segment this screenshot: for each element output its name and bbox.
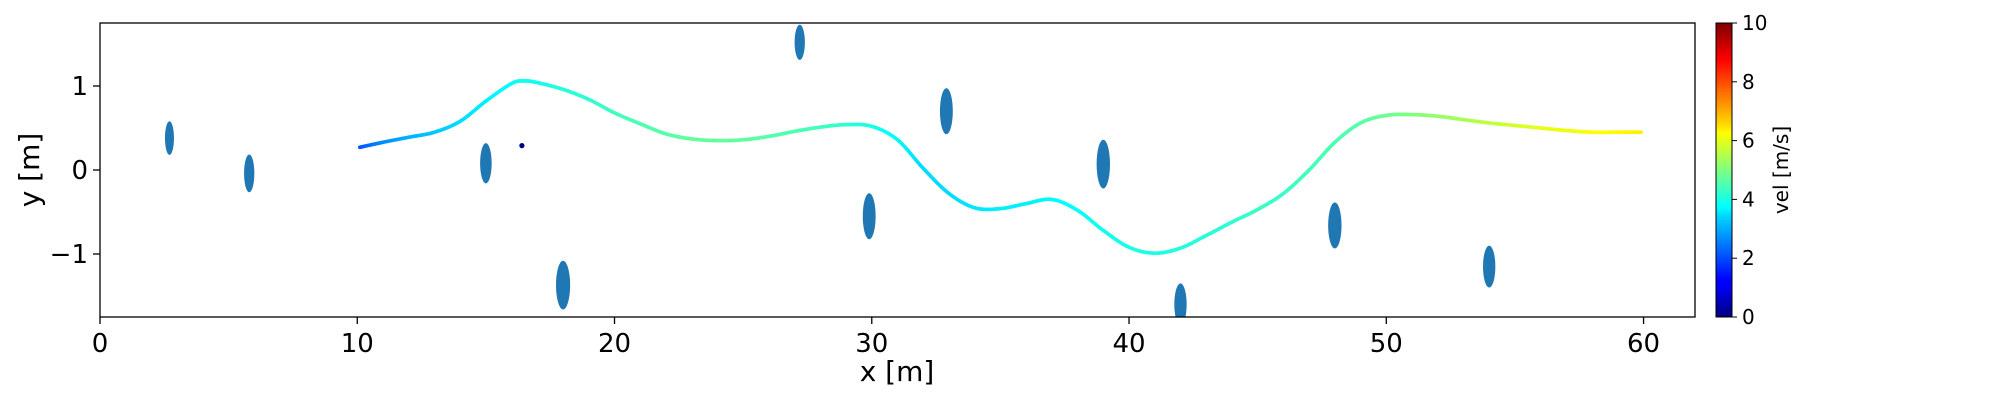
obstacle	[794, 24, 805, 60]
obstacle	[164, 121, 174, 155]
colorbar-tick-label: 0	[1742, 305, 1755, 329]
y-axis-ticks: −1 0 1	[50, 72, 100, 270]
x-tick-label: 30	[855, 329, 888, 359]
x-tick-label: 60	[1627, 329, 1660, 359]
colorbar-tick-label: 4	[1742, 187, 1755, 211]
obstacle	[1096, 139, 1110, 189]
x-axis-label: x [m]	[860, 355, 935, 388]
obstacle	[244, 154, 255, 193]
obstacle	[1328, 202, 1342, 249]
plot-area	[164, 24, 1643, 317]
colorbar-gradient	[1715, 22, 1733, 318]
x-tick-label: 0	[92, 329, 109, 359]
obstacle	[480, 143, 492, 184]
colorbar-tick-label: 2	[1742, 246, 1755, 270]
x-axis-ticks: 0 10 20 30 40 50 60	[92, 317, 1660, 359]
colorbar-label: vel [m/s]	[1769, 126, 1793, 214]
obstacle	[1483, 245, 1496, 288]
obstacle	[939, 88, 953, 135]
obstacle	[1174, 283, 1187, 317]
obstacles-layer	[164, 24, 1496, 317]
colorbar-tick-label: 10	[1742, 11, 1767, 35]
marker-layer	[519, 143, 525, 149]
colorbar-ticks: 0 2 4 6 8 10	[1732, 11, 1767, 329]
y-tick-label: 1	[71, 72, 88, 102]
colorbar: 0 2 4 6 8 10 vel [m/s]	[1715, 11, 1793, 329]
x-tick-label: 20	[598, 329, 631, 359]
y-axis-label: y [m]	[13, 133, 46, 208]
plot-frame	[99, 22, 1696, 318]
obstacle	[862, 193, 876, 240]
trajectory-path	[358, 79, 1643, 255]
x-tick-label: 10	[341, 329, 374, 359]
x-tick-label: 50	[1370, 329, 1403, 359]
obstacle	[555, 260, 571, 310]
y-tick-label: 0	[71, 156, 88, 186]
position-marker	[519, 143, 525, 149]
x-tick-label: 40	[1112, 329, 1145, 359]
colorbar-tick-label: 6	[1742, 129, 1755, 153]
colorbar-tick-label: 8	[1742, 70, 1755, 94]
y-tick-label: −1	[50, 240, 88, 270]
